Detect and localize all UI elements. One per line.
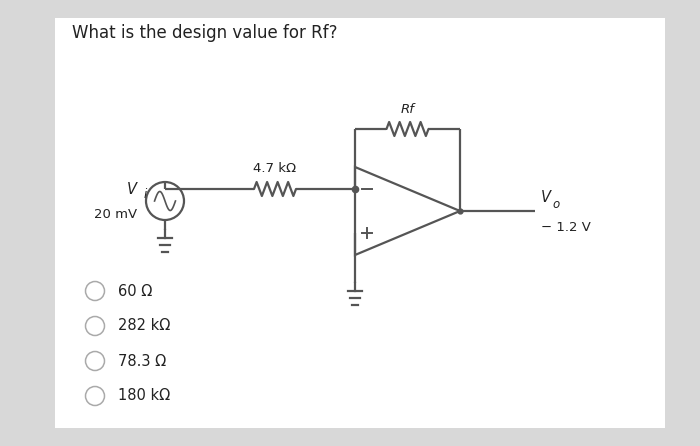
Text: 4.7 kΩ: 4.7 kΩ [253,162,297,175]
Text: Rf: Rf [400,103,414,116]
Bar [55,18,665,428]
Text: 282 kΩ: 282 kΩ [118,318,170,334]
Text: i: i [144,189,147,202]
Text: 60 Ω: 60 Ω [118,284,153,298]
Text: 180 kΩ: 180 kΩ [118,388,170,404]
Text: What is the design value for Rf?: What is the design value for Rf? [72,24,337,42]
Text: 20 mV: 20 mV [94,208,137,222]
Text: V: V [127,182,137,197]
Text: o: o [552,198,559,211]
Text: V: V [541,190,551,206]
Text: − 1.2 V: − 1.2 V [541,222,591,235]
Text: 78.3 Ω: 78.3 Ω [118,354,166,368]
